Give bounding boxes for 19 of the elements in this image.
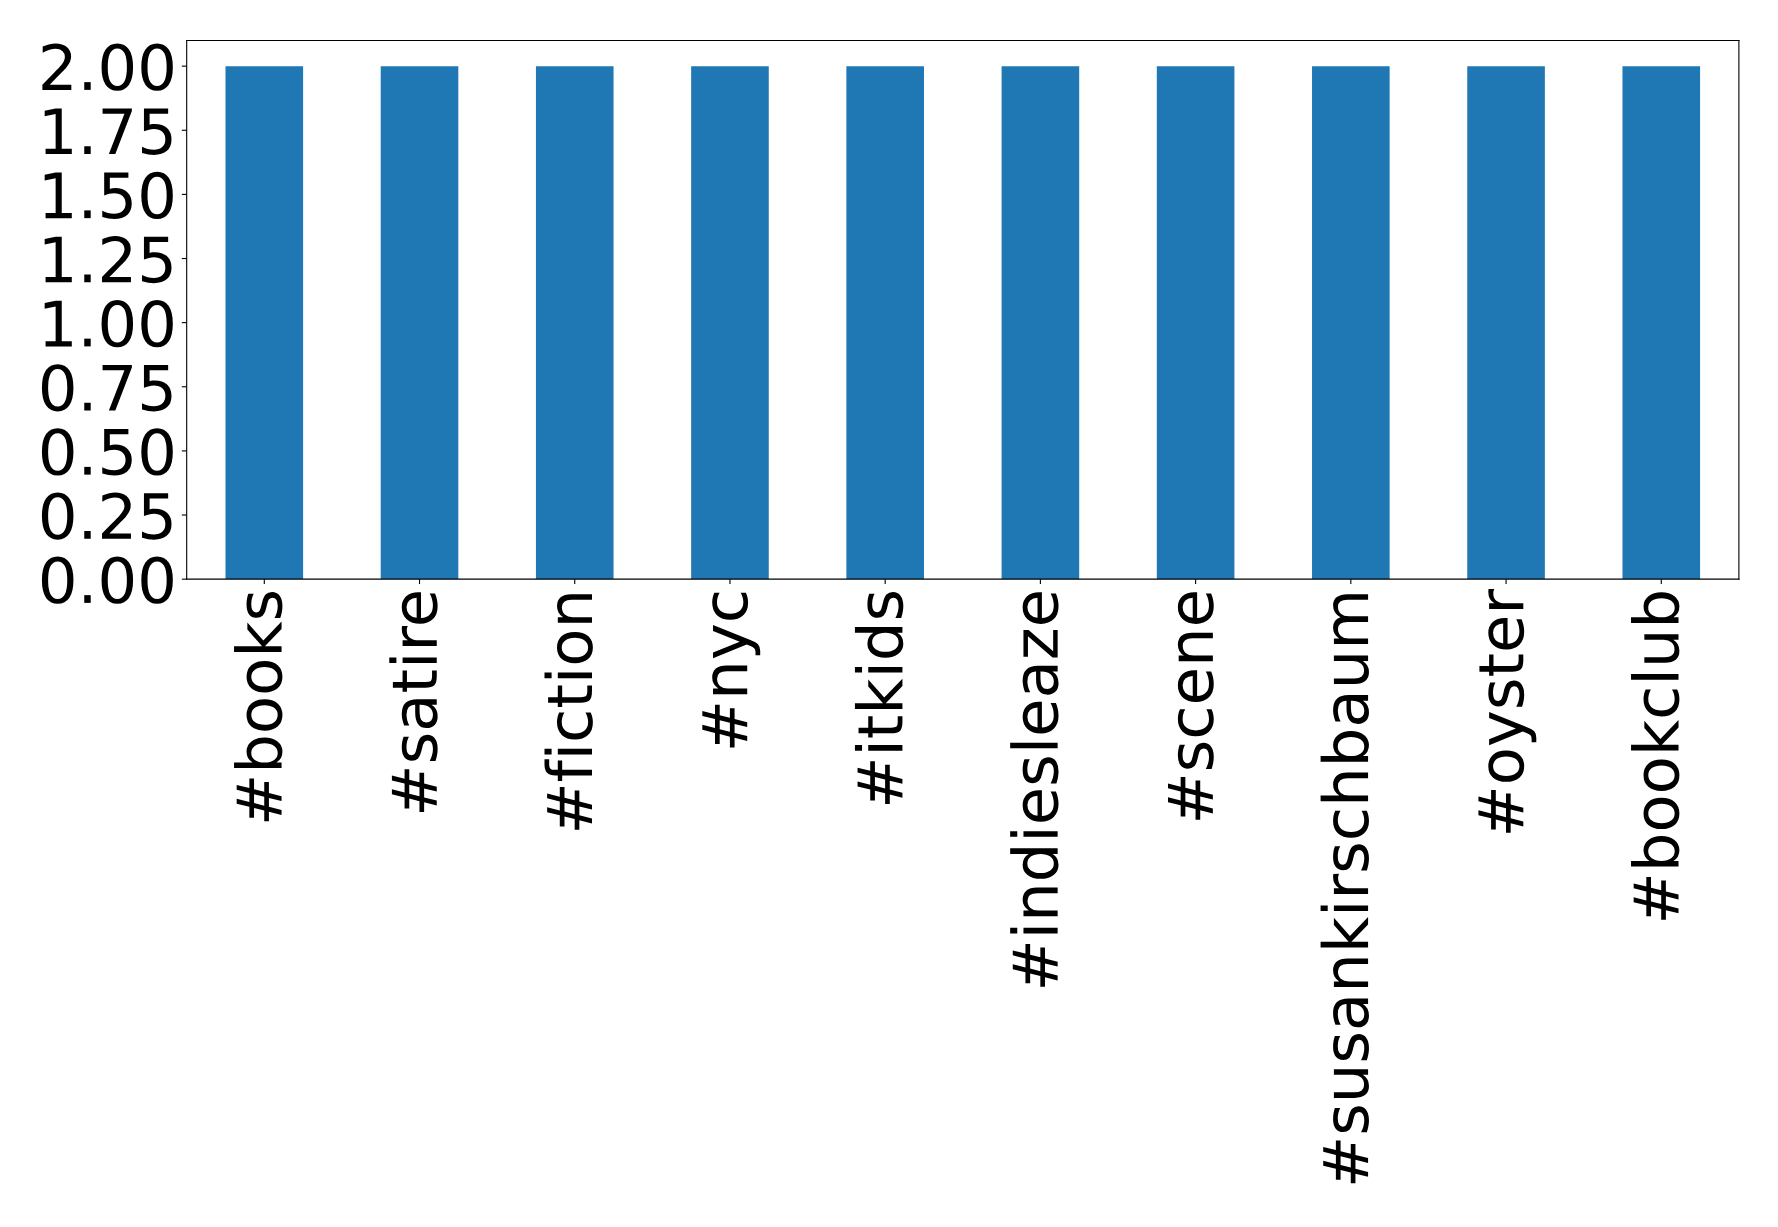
y-tick-label: 1.75 xyxy=(44,108,172,155)
x-tick-label: #susankirschbaum xyxy=(1320,594,1369,1184)
y-tick-label: 1.25 xyxy=(44,235,172,284)
x-tick-label: #bookclub xyxy=(1631,592,1680,920)
y-tick-label: 2.00 xyxy=(42,43,173,91)
y-tick-label: 0.00 xyxy=(41,556,173,604)
x-tick-label: #fiction xyxy=(544,594,593,830)
x-tick-label: #satire xyxy=(389,592,438,812)
y-tick-label: 0.75 xyxy=(41,364,172,412)
y-tick-label: 0.25 xyxy=(41,492,172,540)
y-tick-label: 1.00 xyxy=(44,300,173,348)
x-tick-label: #oyster xyxy=(1478,588,1537,833)
x-tick-label: #scene xyxy=(1168,592,1214,820)
y-tick-label: 1.50 xyxy=(44,171,173,220)
x-tick-label: #indiesleaze xyxy=(1010,592,1059,987)
x-tick-label: #nyc xyxy=(702,592,761,748)
x-tick-label: #books xyxy=(234,591,283,822)
x-tick-label: #itkids xyxy=(854,591,904,805)
y-tick-label: 0.50 xyxy=(41,428,173,476)
